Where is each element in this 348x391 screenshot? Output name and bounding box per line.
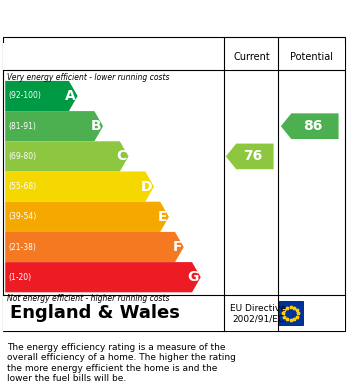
Text: E: E [158,210,167,224]
Text: Energy Efficiency Rating: Energy Efficiency Rating [7,8,254,26]
Text: 76: 76 [244,149,263,163]
Polygon shape [5,81,78,111]
Bar [3,43,345,70]
Text: (1-20): (1-20) [9,273,32,282]
Text: F: F [173,240,182,254]
Bar [278,301,303,325]
Text: EU Directive
2002/91/EC: EU Directive 2002/91/EC [230,304,286,323]
Text: Not energy efficient - higher running costs: Not energy efficient - higher running co… [7,294,169,303]
Text: (21-38): (21-38) [9,242,37,251]
Text: (39-54): (39-54) [9,212,37,221]
Text: Very energy efficient - lower running costs: Very energy efficient - lower running co… [7,74,169,83]
Text: Potential: Potential [290,52,333,62]
Text: The energy efficiency rating is a measure of the
overall efficiency of a home. T: The energy efficiency rating is a measur… [7,343,236,383]
Text: 86: 86 [303,119,323,133]
Text: C: C [117,149,127,163]
Polygon shape [5,111,103,141]
Text: G: G [188,270,199,284]
Text: A: A [65,89,76,103]
Text: (55-68): (55-68) [9,182,37,191]
Polygon shape [281,113,339,139]
Polygon shape [5,141,128,172]
Polygon shape [5,262,201,292]
Text: (69-80): (69-80) [9,152,37,161]
Polygon shape [5,172,154,202]
Text: England & Wales: England & Wales [10,304,180,322]
Text: Current: Current [233,52,270,62]
Text: (92-100): (92-100) [9,91,41,100]
Text: D: D [141,179,152,194]
Bar [3,295,345,331]
Polygon shape [5,232,184,262]
Text: (81-91): (81-91) [9,122,37,131]
Polygon shape [226,143,274,169]
Polygon shape [5,202,169,232]
Text: B: B [91,119,101,133]
